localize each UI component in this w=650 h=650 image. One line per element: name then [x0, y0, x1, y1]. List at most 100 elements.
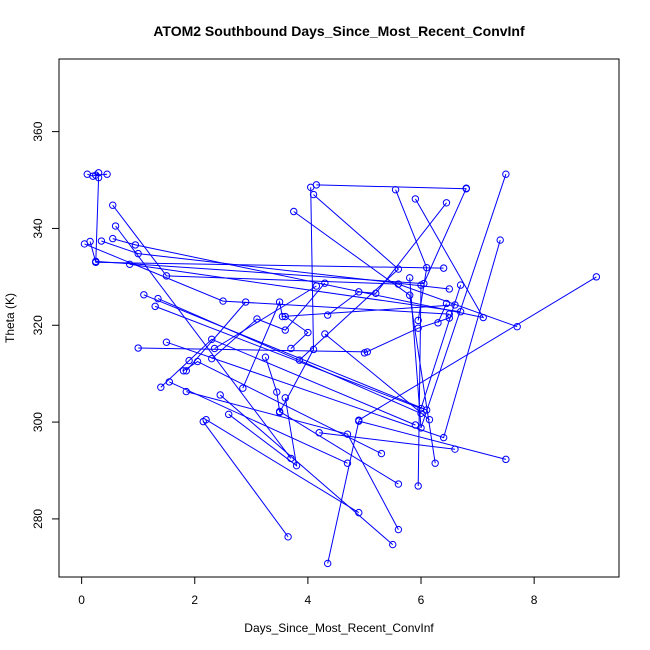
series-line [89, 241, 444, 269]
data-point [185, 356, 193, 365]
data-point [343, 430, 352, 438]
series-line [265, 357, 399, 485]
data-point [219, 297, 227, 305]
data-point [439, 264, 448, 272]
data-point [295, 356, 304, 364]
data-point [391, 186, 400, 194]
data-point [109, 201, 117, 209]
data-point [162, 338, 171, 346]
data-point [134, 249, 142, 258]
data-point [462, 185, 470, 193]
chart-title: ATOM2 Southbound Days_Since_Most_Recent_… [153, 23, 525, 39]
series-line [205, 419, 360, 514]
data-point [224, 410, 233, 419]
data-point [355, 508, 363, 517]
data-point [253, 315, 261, 323]
data-point [92, 257, 100, 266]
data-point [304, 328, 312, 337]
x-tick-label: 0 [78, 593, 85, 607]
data-point [323, 311, 332, 319]
data-point [208, 354, 216, 363]
series-line [214, 285, 317, 349]
data-point [417, 404, 425, 413]
data-point [281, 312, 289, 321]
y-tick-label: 360 [31, 121, 45, 141]
x-tick-label: 6 [418, 593, 425, 607]
series-line [129, 263, 461, 313]
data-point [513, 323, 521, 331]
data-point [111, 222, 120, 230]
data-point [179, 367, 188, 375]
data-point [109, 234, 117, 243]
data-point [157, 383, 165, 391]
series-line [185, 301, 247, 372]
x-tick-label: 8 [531, 593, 538, 607]
series-line [324, 333, 430, 421]
y-tick-label: 320 [31, 315, 45, 335]
data-point [208, 335, 216, 344]
data-point [216, 391, 224, 399]
series-line [160, 338, 416, 426]
x-tick-label: 4 [305, 593, 312, 607]
data-point [377, 449, 386, 458]
data-point [323, 559, 332, 568]
data-point [273, 388, 281, 396]
data-point [451, 301, 459, 309]
data-point [406, 291, 414, 299]
data-point [126, 260, 134, 268]
data-point [456, 281, 465, 289]
data-point [278, 312, 287, 321]
data-point [154, 294, 162, 303]
data-point [445, 285, 454, 293]
data-point [292, 461, 301, 470]
series-line [138, 347, 368, 353]
data-point [502, 455, 510, 464]
data-point [343, 459, 352, 467]
series-line [95, 177, 467, 285]
data-point [389, 540, 397, 549]
data-point [417, 409, 425, 418]
data-point [86, 237, 94, 246]
data-point [281, 394, 289, 402]
data-point [394, 280, 403, 288]
data-point [451, 445, 459, 453]
data-point [439, 433, 448, 442]
data-point [372, 289, 380, 298]
data-point [281, 326, 289, 334]
data-point [442, 199, 451, 207]
data-point [445, 314, 454, 322]
series-line [316, 184, 467, 190]
series-line [299, 194, 400, 361]
data-point [309, 345, 318, 354]
data-point [456, 308, 465, 316]
series-line [327, 202, 447, 316]
data-point [434, 319, 442, 327]
data-point [360, 349, 369, 357]
data-point [445, 310, 454, 318]
data-point [312, 181, 321, 189]
series-line [242, 300, 456, 389]
series-line [115, 225, 292, 459]
data-point [321, 279, 329, 287]
data-point [355, 416, 363, 424]
series-line [143, 294, 427, 411]
data-point [312, 282, 321, 290]
data-point [414, 324, 422, 332]
series-line [155, 284, 462, 410]
data-point [261, 353, 270, 361]
data-point [239, 384, 247, 392]
data-point [425, 415, 434, 424]
data-point [275, 298, 284, 306]
series-line [285, 316, 309, 349]
data-point [315, 429, 323, 437]
series-line [211, 282, 326, 360]
series-line [319, 432, 456, 450]
series-line [157, 298, 422, 414]
data-point [592, 273, 601, 281]
plot-frame [58, 58, 620, 578]
y-tick-label: 300 [31, 412, 45, 432]
data-point [134, 344, 142, 352]
series-line [409, 174, 507, 429]
data-point [151, 302, 159, 311]
